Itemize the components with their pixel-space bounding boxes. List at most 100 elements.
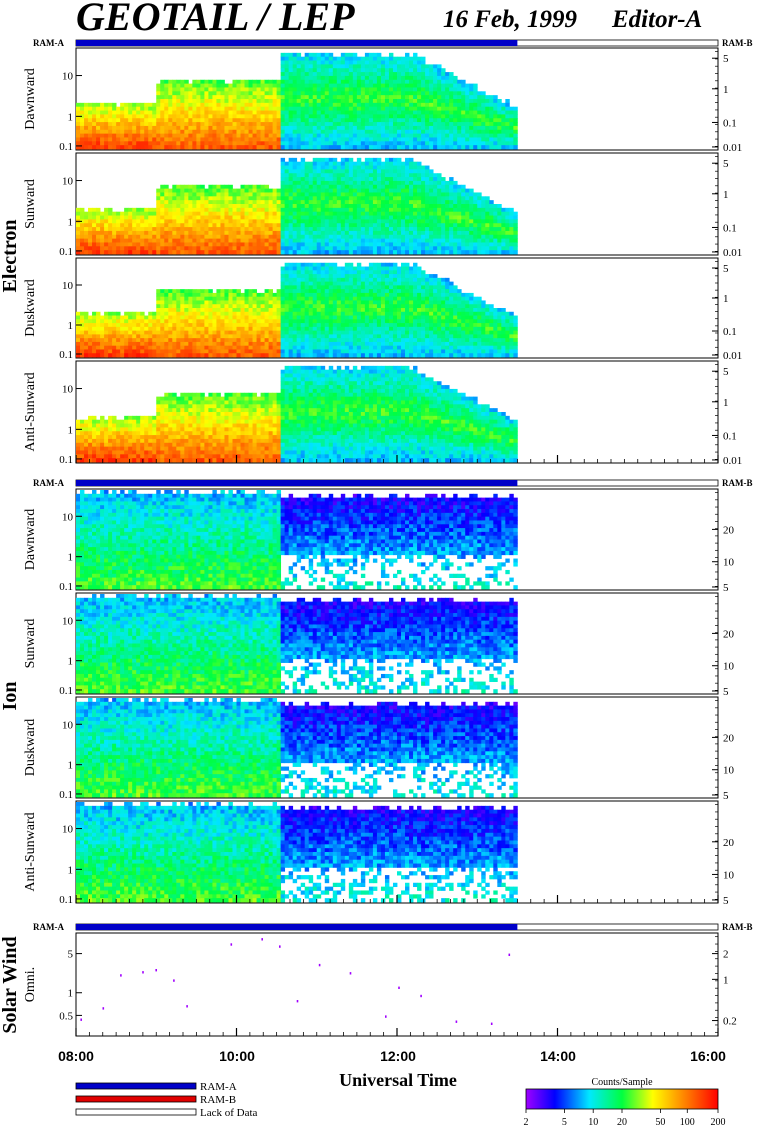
y-tick-label: 1 bbox=[68, 216, 74, 228]
legend-label-ram-b: RAM-B bbox=[200, 1094, 236, 1106]
y-tick-label: 10 bbox=[62, 280, 74, 292]
y-tick-label: 10 bbox=[62, 824, 74, 836]
spectrogram bbox=[76, 698, 518, 798]
colorbar-tick-label: 20 bbox=[617, 1117, 627, 1128]
y-right-tick-label: 1 bbox=[723, 293, 729, 305]
y-tick-label: 10 bbox=[62, 719, 74, 731]
x-tick-label-0: 08:00 bbox=[58, 1048, 94, 1064]
plot-title: GEOTAIL / LEP bbox=[76, 0, 355, 39]
spectrogram bbox=[76, 594, 518, 694]
y-right-tick-label: 1 bbox=[723, 974, 729, 986]
group-label: Solar Wind bbox=[0, 936, 21, 1033]
y-tick-label: 0.1 bbox=[59, 246, 73, 258]
y-right-tick-label: 0.01 bbox=[723, 142, 742, 154]
solar-wind-points bbox=[80, 938, 511, 1025]
colorbar-gradient bbox=[525, 1088, 719, 1110]
y-right-tick-label: 5 bbox=[723, 790, 729, 802]
y-right-tick-label: 5 bbox=[723, 366, 729, 378]
colorbar-tick-label: 5 bbox=[562, 1117, 567, 1128]
y-tick-label: 0.1 bbox=[59, 894, 73, 906]
y-tick-label: 1 bbox=[68, 760, 74, 772]
y-tick-label: 10 bbox=[62, 71, 74, 83]
y-tick-label: 1 bbox=[68, 320, 74, 332]
colorbar-tick-label: 10 bbox=[588, 1117, 598, 1128]
y-right-tick-label: 20 bbox=[723, 524, 735, 536]
ram-bar-ram-a bbox=[76, 480, 518, 486]
y-right-tick-label: 1 bbox=[723, 189, 729, 201]
y-tick-label: 5 bbox=[68, 949, 74, 961]
panel-label: Duskward bbox=[23, 719, 38, 777]
panel-groups: RAM-A RAM-B 10 1 0.1 5 1 0.1 0.01 Dawnward 10 1 0.1 5… bbox=[0, 38, 753, 1037]
ram-label-right: RAM-B bbox=[722, 922, 753, 932]
spectrogram bbox=[76, 490, 518, 590]
legend-swatch-lack bbox=[75, 1108, 197, 1116]
y-right-tick-label: 5 bbox=[723, 53, 729, 65]
ram-bar-ram-a bbox=[76, 924, 518, 930]
y-tick-label: 10 bbox=[62, 176, 74, 188]
y-tick-label: 0.1 bbox=[59, 685, 73, 697]
colorbar: Counts/Sample 2 5 10 20 50 100 200 bbox=[524, 1077, 726, 1128]
y-right-tick-label: 0.01 bbox=[723, 350, 742, 362]
y-right-tick-label: 2 bbox=[723, 949, 729, 961]
spectrogram bbox=[76, 802, 518, 903]
legend: RAM-A RAM-B Lack of Data bbox=[75, 1081, 258, 1119]
panel-label: Duskward bbox=[23, 279, 38, 337]
ram-label-left: RAM-A bbox=[33, 478, 64, 488]
y-tick-label: 1 bbox=[68, 111, 74, 123]
y-tick-label: 0.1 bbox=[59, 349, 73, 361]
y-right-tick-label: 1 bbox=[723, 84, 729, 96]
y-tick-label: 0.1 bbox=[59, 789, 73, 801]
y-tick-label: 1 bbox=[68, 552, 74, 564]
spectrogram bbox=[76, 157, 518, 255]
legend-label-lack: Lack of Data bbox=[200, 1107, 258, 1119]
legend-swatch-ram-b bbox=[75, 1095, 197, 1103]
colorbar-tick-label: 100 bbox=[680, 1117, 695, 1128]
spectrogram bbox=[76, 262, 518, 358]
colorbar-tick-label: 200 bbox=[711, 1117, 726, 1128]
panel-label: Anti-Sunward bbox=[23, 812, 38, 891]
plot-editor: Editor-A bbox=[611, 6, 702, 33]
colorbar-tick-label: 50 bbox=[655, 1117, 665, 1128]
y-tick-label: 0.1 bbox=[59, 454, 73, 466]
y-right-tick-label: 5 bbox=[723, 582, 729, 594]
spectrogram bbox=[76, 52, 518, 150]
x-tick-label-1: 10:00 bbox=[219, 1048, 255, 1064]
y-right-tick-label: 20 bbox=[723, 837, 735, 849]
y-tick-label: 10 bbox=[62, 615, 74, 627]
panel-label: Dawnward bbox=[23, 68, 38, 129]
ram-label-left: RAM-A bbox=[33, 38, 64, 48]
panel-label: Sunward bbox=[23, 179, 38, 229]
panel-label: Sunward bbox=[23, 619, 38, 669]
y-right-tick-label: 5 bbox=[723, 158, 729, 170]
y-tick-label: 0.5 bbox=[59, 1010, 73, 1022]
y-tick-label: 0.1 bbox=[59, 581, 73, 593]
y-right-tick-label: 20 bbox=[723, 628, 735, 640]
y-right-tick-label: 0.1 bbox=[723, 326, 737, 338]
y-tick-label: 1 bbox=[68, 424, 74, 436]
y-tick-label: 1 bbox=[68, 656, 74, 668]
group-label: Electron bbox=[0, 220, 21, 293]
group-label: Ion bbox=[0, 682, 21, 711]
legend-swatch-ram-a bbox=[75, 1082, 197, 1090]
y-tick-label: 10 bbox=[62, 511, 74, 523]
y-right-tick-label: 0.01 bbox=[723, 247, 742, 259]
panel-frame bbox=[75, 932, 719, 1037]
y-right-tick-label: 0.2 bbox=[723, 1016, 737, 1028]
spectrogram bbox=[76, 365, 518, 463]
x-tick-label-3: 14:00 bbox=[540, 1048, 576, 1064]
y-right-tick-label: 10 bbox=[723, 661, 735, 673]
y-right-tick-label: 0.1 bbox=[723, 430, 737, 442]
y-right-tick-label: 10 bbox=[723, 869, 735, 881]
x-tick-label-4: 16:00 bbox=[690, 1048, 726, 1064]
y-right-tick-label: 1 bbox=[723, 397, 729, 409]
y-right-tick-label: 10 bbox=[723, 765, 735, 777]
x-axis: 08:00 10:00 12:00 14:00 16:00 Universal … bbox=[58, 1048, 726, 1090]
y-right-tick-label: 5 bbox=[723, 263, 729, 275]
ram-bar-ram-a bbox=[76, 40, 518, 46]
y-right-tick-label: 5 bbox=[723, 895, 729, 907]
colorbar-tick-label: 2 bbox=[524, 1117, 529, 1128]
y-right-tick-label: 5 bbox=[723, 686, 729, 698]
panel-label: Dawnward bbox=[23, 509, 38, 570]
x-tick-label-2: 12:00 bbox=[380, 1048, 416, 1064]
ram-label-left: RAM-A bbox=[33, 922, 64, 932]
